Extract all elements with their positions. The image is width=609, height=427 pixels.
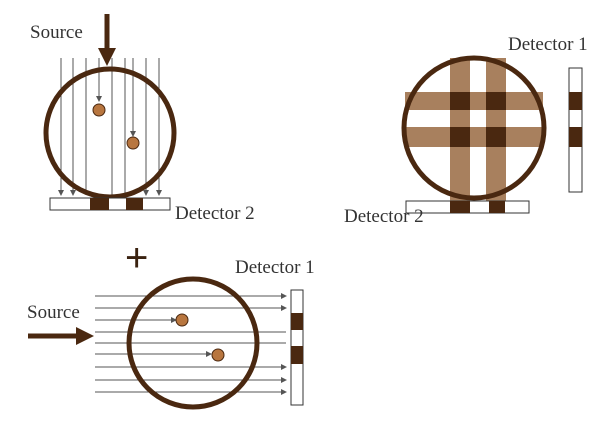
ball-1 bbox=[92, 103, 106, 117]
source-label-top: Source bbox=[30, 22, 83, 43]
object-circle-2 bbox=[126, 276, 260, 410]
detector-1-label-right: Detector 1 bbox=[508, 34, 588, 55]
ball-2 bbox=[126, 136, 140, 150]
reconstruction-circle bbox=[401, 55, 547, 201]
detector-2-bar bbox=[49, 197, 171, 211]
source-arrow-right bbox=[28, 327, 94, 345]
detector-1-label-bottom: Detector 1 bbox=[235, 257, 315, 278]
vertical-projection: Source Detector 2 bbox=[30, 14, 255, 224]
source-arrow-down bbox=[98, 14, 116, 66]
intersections bbox=[450, 92, 506, 147]
reconstruction: Detector 1 Detector 2 bbox=[344, 34, 588, 227]
object-circle bbox=[43, 66, 177, 200]
detector-2-label-top: Detector 2 bbox=[175, 203, 255, 224]
detector-2-label-right: Detector 2 bbox=[344, 206, 424, 227]
detector-1-bar-right bbox=[568, 67, 583, 193]
ball-3 bbox=[175, 313, 189, 327]
detector-1-bar bbox=[290, 289, 304, 406]
detector-2-bar-right bbox=[405, 200, 530, 214]
source-label-left: Source bbox=[27, 302, 80, 323]
horizontal-projection: Detector 1 Source bbox=[27, 257, 315, 410]
plus-sign: + bbox=[125, 236, 148, 280]
ball-4 bbox=[211, 348, 225, 362]
